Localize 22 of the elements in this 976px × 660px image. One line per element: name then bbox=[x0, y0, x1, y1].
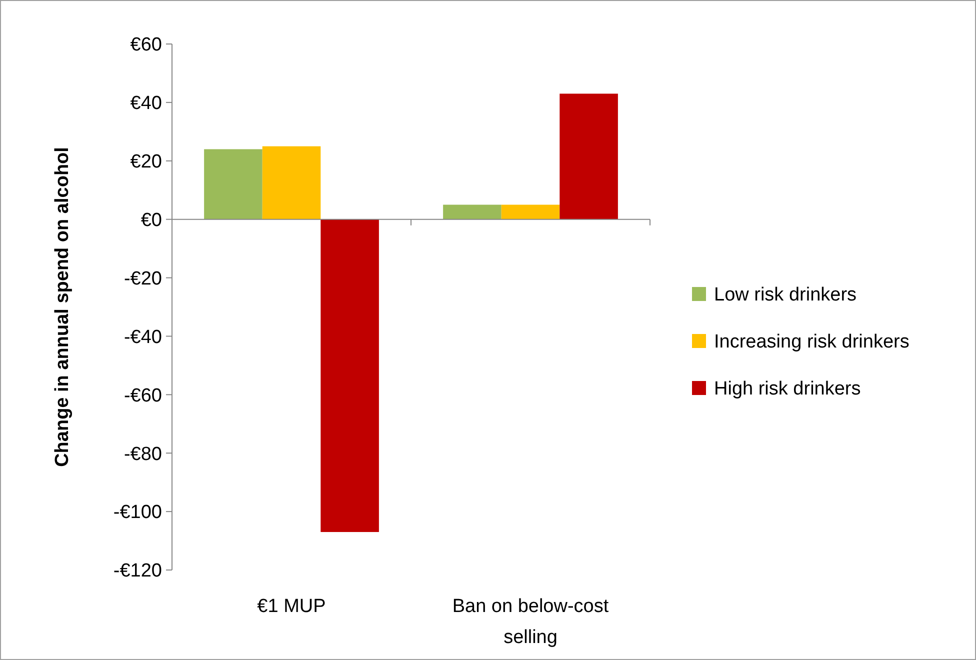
bar bbox=[501, 204, 560, 220]
y-tick-label: -€80 bbox=[124, 444, 162, 465]
y-tick-label: -€60 bbox=[124, 385, 162, 406]
y-tick-label: €60 bbox=[130, 34, 162, 56]
x-tick-label: Ban on below-cost selling bbox=[452, 596, 610, 648]
y-tick-label: -€100 bbox=[113, 502, 162, 524]
y-tick-label: -€40 bbox=[124, 326, 162, 348]
y-tick-label: €0 bbox=[140, 210, 162, 231]
y-tick-label: €40 bbox=[130, 93, 162, 114]
bar bbox=[262, 146, 321, 220]
bar bbox=[560, 94, 618, 220]
legend-label: Low risk drinkers bbox=[714, 284, 857, 306]
bar bbox=[320, 219, 379, 532]
x-tick-label: €1 MUP bbox=[257, 596, 326, 617]
y-tick-label: -€20 bbox=[124, 268, 162, 290]
bar bbox=[443, 204, 502, 220]
bar bbox=[204, 149, 262, 220]
y-tick-label: €20 bbox=[130, 152, 162, 173]
legend-label: High risk drinkers bbox=[714, 378, 861, 400]
y-tick-label: -€120 bbox=[113, 560, 162, 582]
y-axis-title: Change in annual spend on alcohol bbox=[52, 147, 73, 467]
legend-label: Increasing risk drinkers bbox=[714, 332, 910, 353]
